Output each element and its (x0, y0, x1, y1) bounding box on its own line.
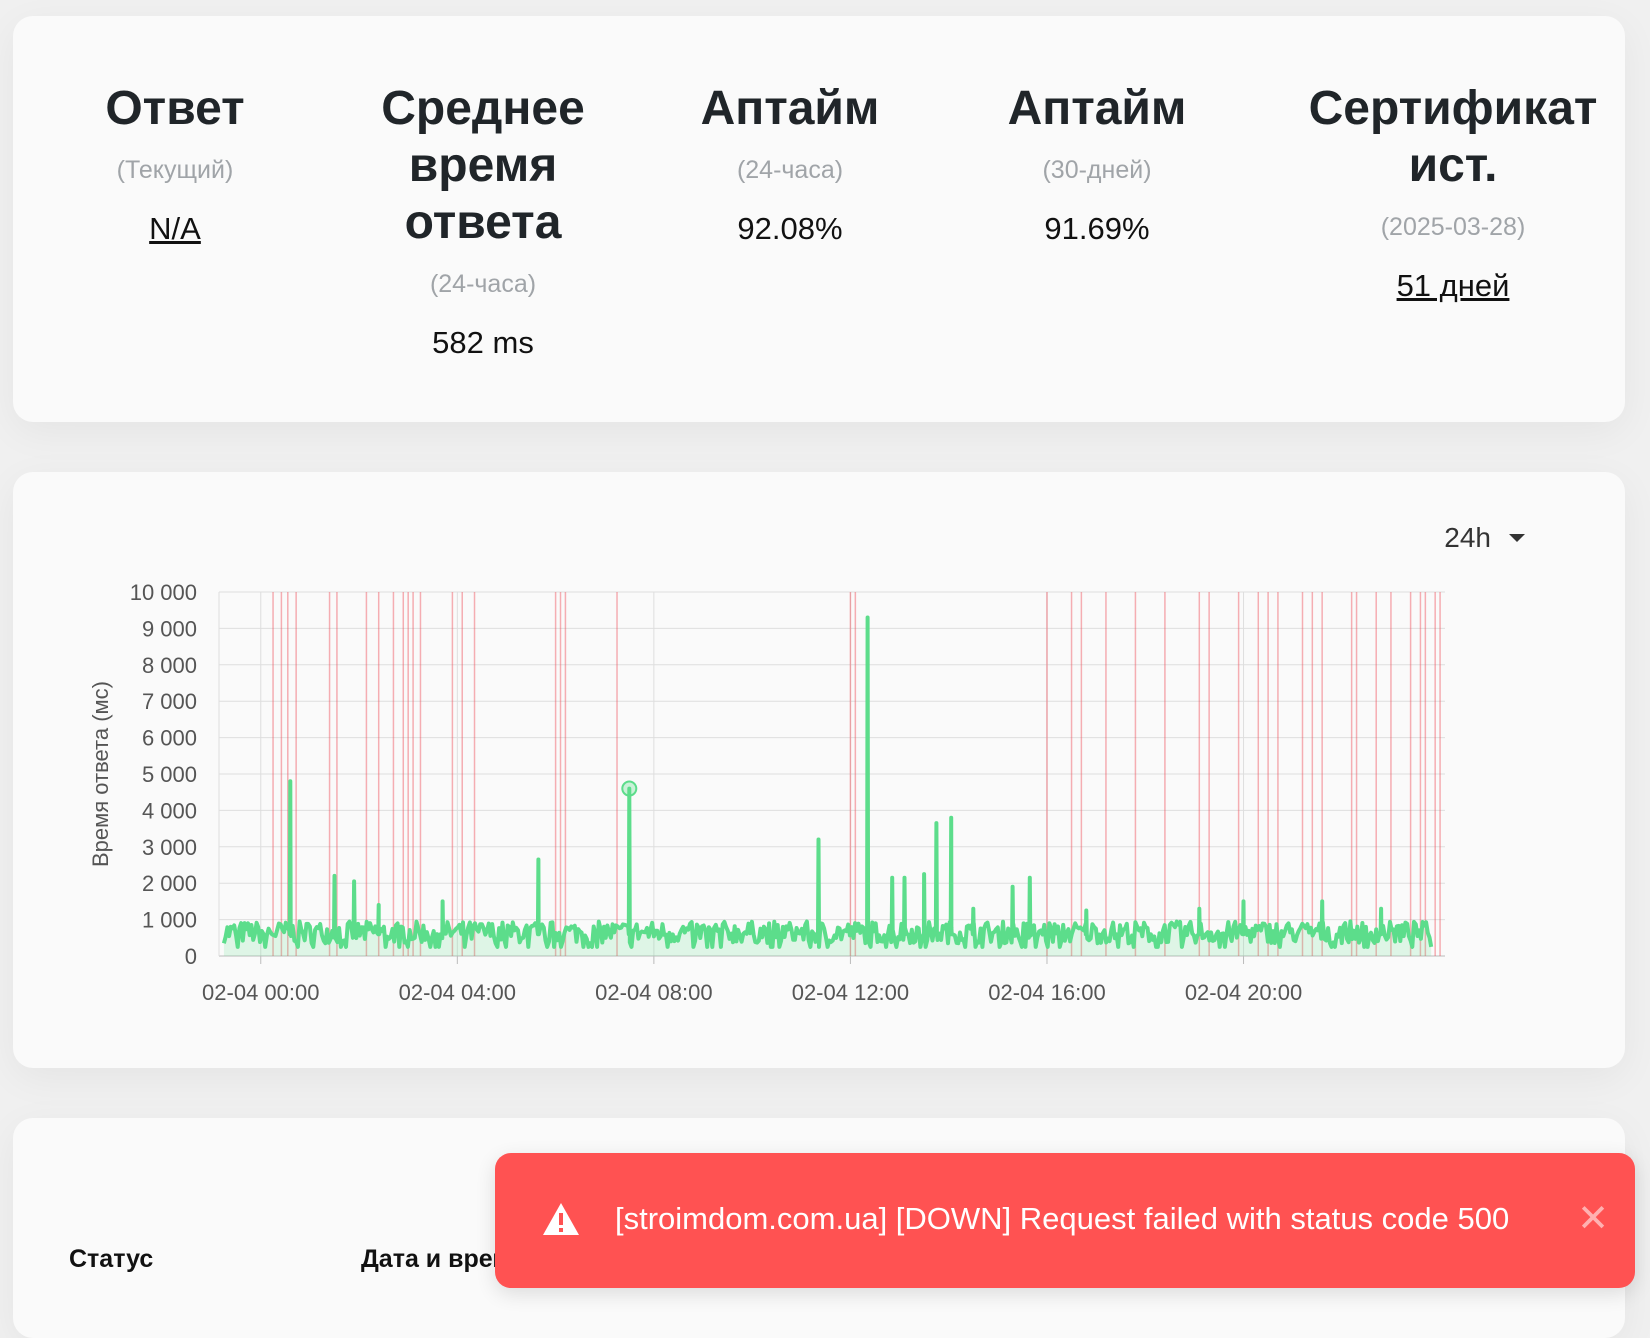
x-tick-label: 02-04 16:00 (988, 980, 1105, 1005)
stat-cert-expiry: Сертификат ист. (2025-03-28) 51 дней (1283, 80, 1623, 304)
stat-subtitle: (2025-03-28) (1380, 213, 1526, 241)
stat-title: Ответ (105, 82, 245, 135)
range-label: 24h (1444, 522, 1491, 553)
stat-title: Сертификат ист. (1308, 82, 1598, 192)
chevron-down-icon (1509, 534, 1525, 542)
y-tick-label: 0 (185, 944, 197, 969)
highlight-point (621, 780, 638, 797)
x-tick-label: 02-04 20:00 (1185, 980, 1302, 1005)
toast-message: [stroimdom.com.ua] [DOWN] Request failed… (615, 1201, 1510, 1236)
stat-subtitle: (30-дней) (1042, 156, 1152, 184)
close-icon[interactable]: ✕ (1577, 1198, 1609, 1240)
stats-card: Ответ (Текущий) N/A Среднее время ответа… (13, 16, 1625, 422)
warning-icon (543, 1203, 579, 1235)
x-tick-label: 02-04 00:00 (202, 980, 319, 1005)
stat-title: Среднее время ответа (381, 82, 585, 249)
stat-value: 92.08% (737, 211, 843, 246)
stat-subtitle: (Текущий) (116, 156, 234, 184)
stat-value-link[interactable]: N/A (149, 211, 201, 246)
stat-value: 91.69% (1044, 211, 1150, 246)
y-tick-label: 7 000 (142, 689, 197, 714)
stat-value-link[interactable]: 51 дней (1396, 268, 1510, 303)
range-dropdown[interactable]: 24h (1444, 522, 1525, 554)
y-axis-label: Время ответа (мс) (88, 681, 113, 867)
stat-subtitle: (24-часа) (736, 156, 844, 184)
error-toast[interactable]: [stroimdom.com.ua] [DOWN] Request failed… (495, 1153, 1635, 1288)
y-tick-label: 1 000 (142, 908, 197, 933)
stat-avg-response: Среднее время ответа (24-часа) 582 ms (333, 80, 633, 361)
stat-value: 582 ms (432, 325, 534, 360)
chart-card: 24h 0 1 000 2 000 3 000 4 000 5 000 6 000 7 000… (13, 472, 1625, 1068)
x-tick-label: 02-04 04:00 (399, 980, 516, 1005)
y-tick-label: 5 000 (142, 762, 197, 787)
y-tick-label: 6 000 (142, 726, 197, 751)
stat-title: Аптайм (1007, 82, 1187, 135)
stat-title: Аптайм (700, 82, 880, 135)
stat-current-response: Ответ (Текущий) N/A (25, 80, 325, 247)
stat-uptime-24h: Аптайм (24-часа) 92.08% (640, 80, 940, 247)
y-tick-label: 2 000 (142, 871, 197, 896)
series-line (221, 615, 1434, 949)
response-time-chart[interactable]: 0 1 000 2 000 3 000 4 000 5 000 6 000 7 000 8 00… (13, 472, 1625, 1068)
y-tick-label: 8 000 (142, 653, 197, 678)
column-header-status: Статус (69, 1245, 154, 1273)
y-tick-label: 3 000 (142, 835, 197, 860)
x-tick-label: 02-04 08:00 (595, 980, 712, 1005)
stat-subtitle: (24-часа) (429, 270, 537, 298)
series-area (223, 617, 1432, 956)
y-tick-label: 9 000 (142, 616, 197, 641)
stat-uptime-30d: Аптайм (30-дней) 91.69% (947, 80, 1247, 247)
y-tick-label: 4 000 (142, 798, 197, 823)
y-tick-label: 10 000 (130, 580, 197, 605)
x-tick-label: 02-04 12:00 (792, 980, 909, 1005)
